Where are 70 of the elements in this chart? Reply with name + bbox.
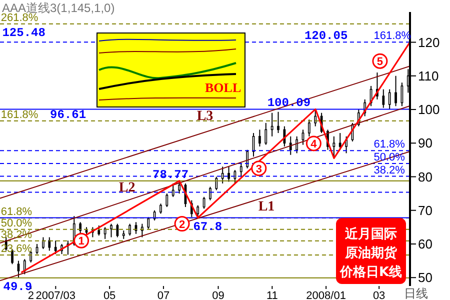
candlestick	[289, 136, 292, 156]
candlestick	[264, 122, 268, 146]
candlestick	[382, 88, 385, 108]
x-tick-label: 2008/01	[306, 290, 346, 300]
candlestick	[338, 132, 342, 150]
y-tick-label: 80	[418, 169, 432, 184]
candlestick	[48, 236, 51, 252]
candlestick	[221, 166, 224, 184]
y-tick-label: 120	[418, 34, 440, 50]
candlestick	[277, 111, 280, 134]
candlestick	[196, 204, 200, 218]
candlestick	[160, 203, 162, 214]
candlestick	[104, 226, 106, 240]
annotation: 2	[178, 218, 186, 231]
y-tick-label: 50	[418, 270, 432, 286]
candlestick	[240, 162, 242, 178]
annotation: 61.8%	[374, 138, 406, 151]
x-tick-label: 07	[157, 290, 170, 300]
annotation: 96.61	[50, 108, 86, 122]
candlestick	[36, 243, 38, 255]
annotation: 1	[78, 236, 84, 248]
annotation: 4	[310, 138, 318, 150]
x-tick-label: 05	[103, 290, 116, 300]
candlestick	[258, 129, 261, 147]
annotation: 61.8%	[0, 206, 32, 218]
annotation: 近月国际原油期货价格日K线	[338, 226, 402, 280]
candlestick	[296, 136, 298, 154]
annotation: 120.05	[304, 29, 348, 44]
annotation: 38.2%	[374, 164, 406, 176]
candlestick	[283, 126, 286, 147]
annotation: 50.0%	[0, 217, 32, 230]
candlestick	[42, 236, 44, 250]
candlestick	[116, 223, 119, 238]
y-tick-label: 100	[418, 102, 440, 118]
annotation: 125.48	[2, 26, 46, 40]
annotation: 261.8%	[0, 12, 38, 24]
candlestick	[147, 216, 150, 230]
x-tick-label: 09	[212, 290, 224, 300]
y-tick-label: 110	[418, 68, 439, 84]
x-tick-label: 11	[266, 290, 278, 300]
y-tick-label: 70	[418, 202, 432, 218]
annotation: 161.8%	[0, 108, 38, 121]
series-label: L2	[118, 180, 136, 196]
series-label: L3	[196, 109, 214, 124]
y-tick-label: 90	[418, 136, 432, 151]
candlestick	[98, 224, 100, 236]
candlestick	[209, 186, 212, 201]
candlestick	[166, 193, 168, 208]
x-tick-label: 2007/03	[36, 290, 76, 300]
annotation: 5	[376, 56, 384, 68]
candlestick	[17, 260, 20, 278]
candlestick	[332, 136, 336, 159]
candlestick	[388, 88, 391, 110]
x-tick-label: 2	[28, 290, 34, 300]
candlestick	[215, 176, 218, 191]
annotation: BOLL	[205, 80, 242, 95]
annotation: 78.77	[152, 168, 189, 182]
x-tick-label: 03	[372, 290, 386, 300]
candlestick	[110, 223, 112, 238]
candlestick	[228, 166, 230, 182]
candlestick	[23, 258, 26, 275]
y-tick-label: 60	[418, 236, 432, 252]
candlestick	[172, 182, 174, 198]
series-label: L1	[258, 200, 275, 215]
candlestick	[270, 112, 274, 137]
candlestick	[394, 75, 397, 107]
annotation: 67.8	[193, 220, 222, 234]
x-axis-title: 日线	[404, 286, 428, 300]
candlestick	[54, 240, 57, 255]
annotation: 3	[256, 163, 262, 176]
